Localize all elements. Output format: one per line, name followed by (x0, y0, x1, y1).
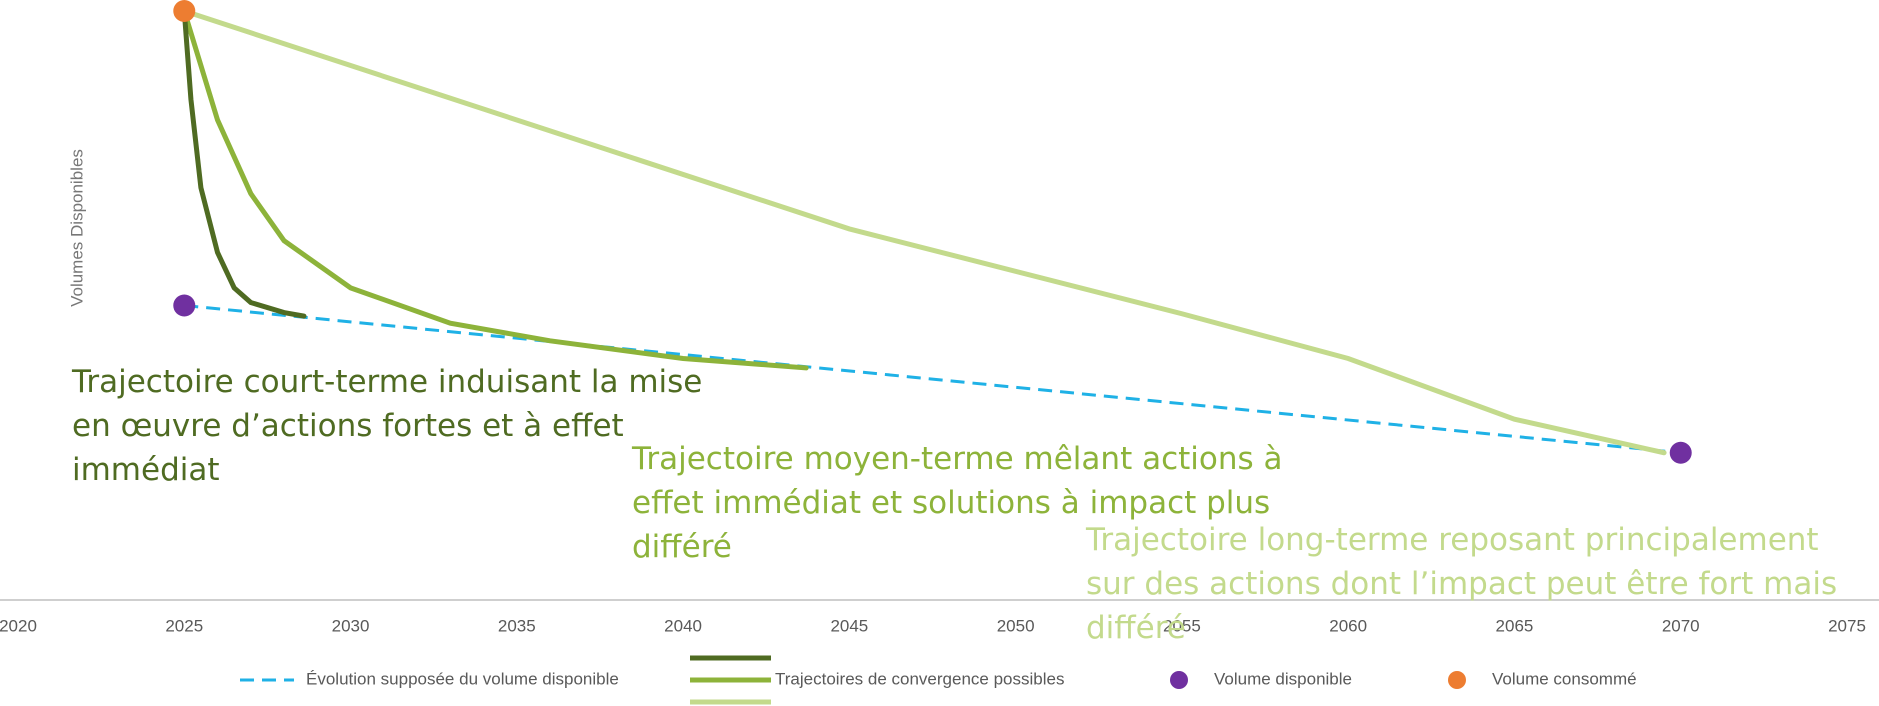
point (1669, 441, 1692, 464)
x-tick-label: 2040 (664, 616, 702, 635)
x-tick-label: 2055 (1163, 616, 1201, 635)
x-tick-label: 2075 (1828, 616, 1866, 635)
x-tick-label: 2025 (165, 616, 203, 635)
trajectory-line (181, 8, 1667, 456)
legend-label: Volume consommé (1492, 669, 1637, 688)
trajectory-line (181, 8, 809, 371)
annotation: Trajectoire moyen-terme mêlant actions à… (632, 441, 1283, 565)
legend-label: Volume disponible (1214, 669, 1352, 688)
legend-swatch (1170, 671, 1188, 689)
annotation: Trajectoire long-terme reposant principa… (1086, 522, 1838, 646)
dashed-line (184, 304, 1681, 455)
legend-label: Trajectoires de convergence possibles (775, 669, 1064, 688)
x-tick-label: 2030 (332, 616, 370, 635)
x-tick-label: 2070 (1662, 616, 1700, 635)
y-axis-label: Volumes Disponibles (67, 149, 86, 307)
x-tick-label: 2050 (997, 616, 1035, 635)
x-tick-label: 2060 (1329, 616, 1367, 635)
x-tick-label: 2035 (498, 616, 536, 635)
x-tick-label: 2045 (830, 616, 868, 635)
annotation: Trajectoire court-terme induisant la mis… (72, 364, 703, 488)
x-tick-label: 2020 (0, 616, 37, 635)
legend-label: Évolution supposée du volume disponible (306, 669, 619, 688)
legend-swatch (1448, 671, 1466, 689)
trajectory-line (181, 8, 307, 319)
x-tick-label: 2065 (1496, 616, 1534, 635)
point (173, 294, 196, 317)
point (173, 0, 196, 22)
